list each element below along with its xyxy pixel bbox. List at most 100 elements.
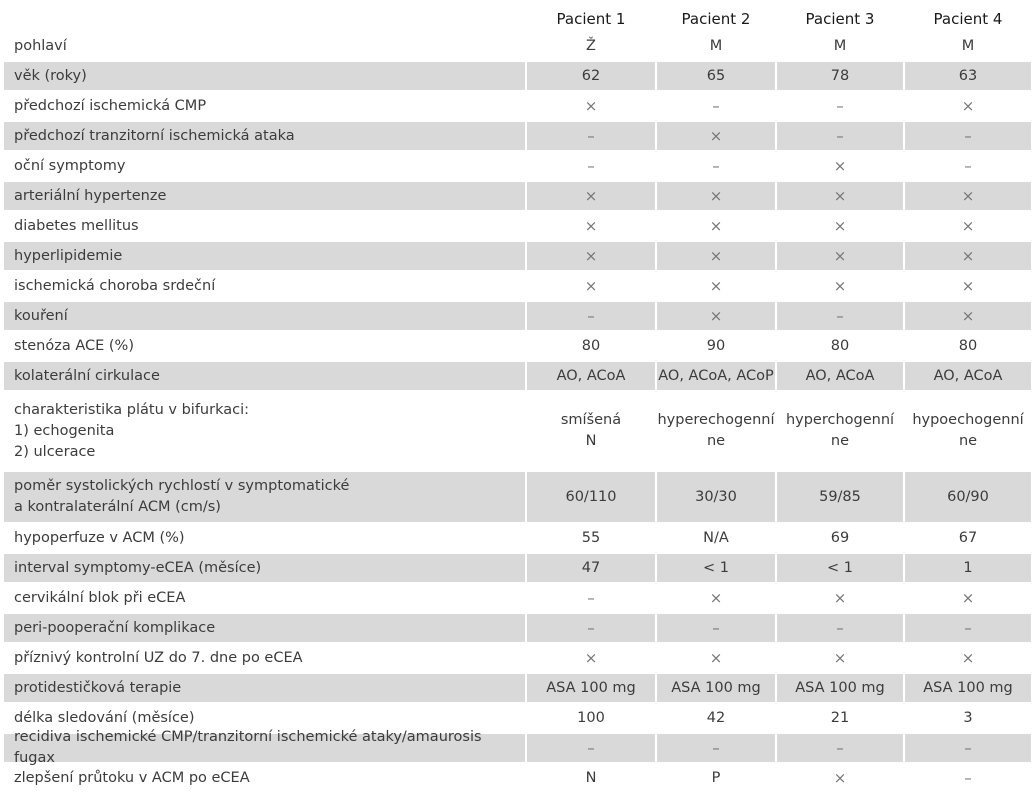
- value-cell-patient-1: 55: [581, 529, 601, 546]
- value-cell-patient-4: 67: [958, 529, 978, 546]
- value-cell-patient-1: 60/110: [527, 472, 655, 522]
- value-cell-patient-2: ×: [657, 242, 775, 270]
- value-cell-patient-3: AO, ACoA: [777, 362, 903, 390]
- value-cell-patient-1: ASA 100 mg: [527, 674, 655, 702]
- value-cell-patient-4: 60/90: [905, 472, 1031, 522]
- value-cell-patient-1: ×: [584, 648, 598, 667]
- value-cell-patient-3: ×: [833, 156, 847, 175]
- header-cell-empty: [4, 6, 525, 32]
- value-cell-patient-4: 3: [963, 709, 973, 726]
- row-label: protidestičková terapie: [4, 674, 525, 702]
- value-cell-patient-2: 30/30: [657, 472, 775, 522]
- table-row: pohlaví Ž M M M: [0, 32, 1033, 60]
- value-cell-patient-4: M: [961, 37, 975, 54]
- value-cell-patient-2: ×: [657, 302, 775, 330]
- row-label: předchozí ischemická CMP: [14, 97, 207, 114]
- value-cell-patient-3: 80: [830, 337, 850, 354]
- row-label: diabetes mellitus: [14, 217, 139, 234]
- value-cell-patient-4: –: [905, 614, 1031, 642]
- value-cell-patient-2: –: [712, 156, 720, 175]
- row-label: předchozí tranzitorní ischemická ataka: [4, 122, 525, 150]
- value-cell-patient-1: ×: [584, 96, 598, 115]
- value-cell-patient-4: –: [905, 734, 1031, 762]
- value-cell-patient-4: hypoechogenní ne: [912, 412, 1024, 449]
- table-row: ischemická choroba srdeční × × × ×: [0, 272, 1033, 300]
- value-cell-patient-3: ASA 100 mg: [777, 674, 903, 702]
- table-row: charakteristika plátu v bifurkaci: 1) ec…: [0, 392, 1033, 470]
- value-cell-patient-3: 59/85: [777, 472, 903, 522]
- value-cell-patient-2: –: [712, 96, 720, 115]
- row-label: kolaterální cirkulace: [4, 362, 525, 390]
- value-cell-patient-1: N: [585, 769, 597, 786]
- row-label: příznivý kontrolní UZ do 7. dne po eCEA: [14, 649, 303, 666]
- value-cell-patient-1: ×: [584, 216, 598, 235]
- value-cell-patient-4: ×: [961, 276, 975, 295]
- value-cell-patient-1: 62: [527, 62, 655, 90]
- value-cell-patient-2: ×: [709, 276, 723, 295]
- table-row: hypoperfuze v ACM (%) 55 N/A 69 67: [0, 524, 1033, 552]
- value-cell-patient-1: –: [527, 302, 655, 330]
- table-row: oční symptomy – – × –: [0, 152, 1033, 180]
- value-cell-patient-4: ×: [961, 216, 975, 235]
- table-row: peri-pooperační komplikace – – – –: [0, 614, 1033, 642]
- value-cell-patient-3: 21: [830, 709, 850, 726]
- row-label: věk (roky): [4, 62, 525, 90]
- value-cell-patient-1: –: [527, 734, 655, 762]
- row-label: oční symptomy: [14, 157, 126, 174]
- value-cell-patient-2: –: [657, 734, 775, 762]
- value-cell-patient-3: hyperchogenní ne: [785, 412, 895, 449]
- value-cell-patient-3: –: [777, 614, 903, 642]
- value-cell-patient-4: 63: [905, 62, 1031, 90]
- value-cell-patient-1: ×: [584, 276, 598, 295]
- value-cell-patient-3: 78: [777, 62, 903, 90]
- value-cell-patient-3: ×: [777, 242, 903, 270]
- value-cell-patient-1: 80: [581, 337, 601, 354]
- table-row: předchozí tranzitorní ischemická ataka – ×…: [0, 122, 1033, 150]
- value-cell-patient-2: P: [711, 769, 721, 786]
- table-row: kolaterální cirkulace AO, ACoA AO, ACoA, A…: [0, 362, 1033, 390]
- value-cell-patient-1: –: [527, 122, 655, 150]
- value-cell-patient-1: ×: [527, 182, 655, 210]
- row-label: charakteristika plátu v bifurkaci: 1) ec…: [14, 401, 249, 460]
- header-row: Pacient 1 Pacient 2 Pacient 3 Pacient 4: [0, 6, 1033, 32]
- table-row: hyperlipidemie × × × ×: [0, 242, 1033, 270]
- value-cell-patient-3: –: [836, 96, 844, 115]
- value-cell-patient-1: –: [587, 156, 595, 175]
- value-cell-patient-2: 42: [706, 709, 726, 726]
- value-cell-patient-2: AO, ACoA, ACoP: [657, 362, 775, 390]
- header-cell-patient-2: Pacient 2: [681, 9, 751, 28]
- value-cell-patient-3: ×: [777, 182, 903, 210]
- value-cell-patient-2: 65: [657, 62, 775, 90]
- value-cell-patient-2: M: [709, 37, 723, 54]
- row-label: stenóza ACE (%): [14, 337, 134, 354]
- value-cell-patient-4: 1: [905, 554, 1031, 582]
- value-cell-patient-2: –: [657, 614, 775, 642]
- value-cell-patient-3: ×: [833, 648, 847, 667]
- value-cell-patient-2: ×: [657, 122, 775, 150]
- row-label: hypoperfuze v ACM (%): [14, 529, 185, 546]
- value-cell-patient-1: AO, ACoA: [527, 362, 655, 390]
- row-label: zlepšení průtoku v ACM po eCEA: [14, 769, 250, 786]
- value-cell-patient-2: ×: [709, 588, 723, 607]
- value-cell-patient-4: ×: [905, 242, 1031, 270]
- value-cell-patient-4: 80: [958, 337, 978, 354]
- table-row: protidestičková terapie ASA 100 mg ASA 100…: [0, 674, 1033, 702]
- value-cell-patient-2: hyperechogenní ne: [657, 412, 775, 449]
- value-cell-patient-2: 90: [706, 337, 726, 354]
- value-cell-patient-3: M: [833, 37, 847, 54]
- row-label: cervikální blok při eCEA: [14, 589, 186, 606]
- row-label: arteriální hypertenze: [4, 182, 525, 210]
- row-label: interval symptomy-eCEA (měsíce): [4, 554, 525, 582]
- value-cell-patient-3: ×: [833, 216, 847, 235]
- table-row: diabetes mellitus × × × ×: [0, 212, 1033, 240]
- table-row: příznivý kontrolní UZ do 7. dne po eCEA ×…: [0, 644, 1033, 672]
- value-cell-patient-4: ×: [905, 182, 1031, 210]
- value-cell-patient-1: –: [527, 614, 655, 642]
- value-cell-patient-4: –: [905, 122, 1031, 150]
- value-cell-patient-3: –: [777, 122, 903, 150]
- row-label: pohlaví: [14, 37, 67, 54]
- table-row: věk (roky) 62 65 78 63: [0, 62, 1033, 90]
- table-row: stenóza ACE (%) 80 90 80 80: [0, 332, 1033, 360]
- value-cell-patient-2: ×: [709, 648, 723, 667]
